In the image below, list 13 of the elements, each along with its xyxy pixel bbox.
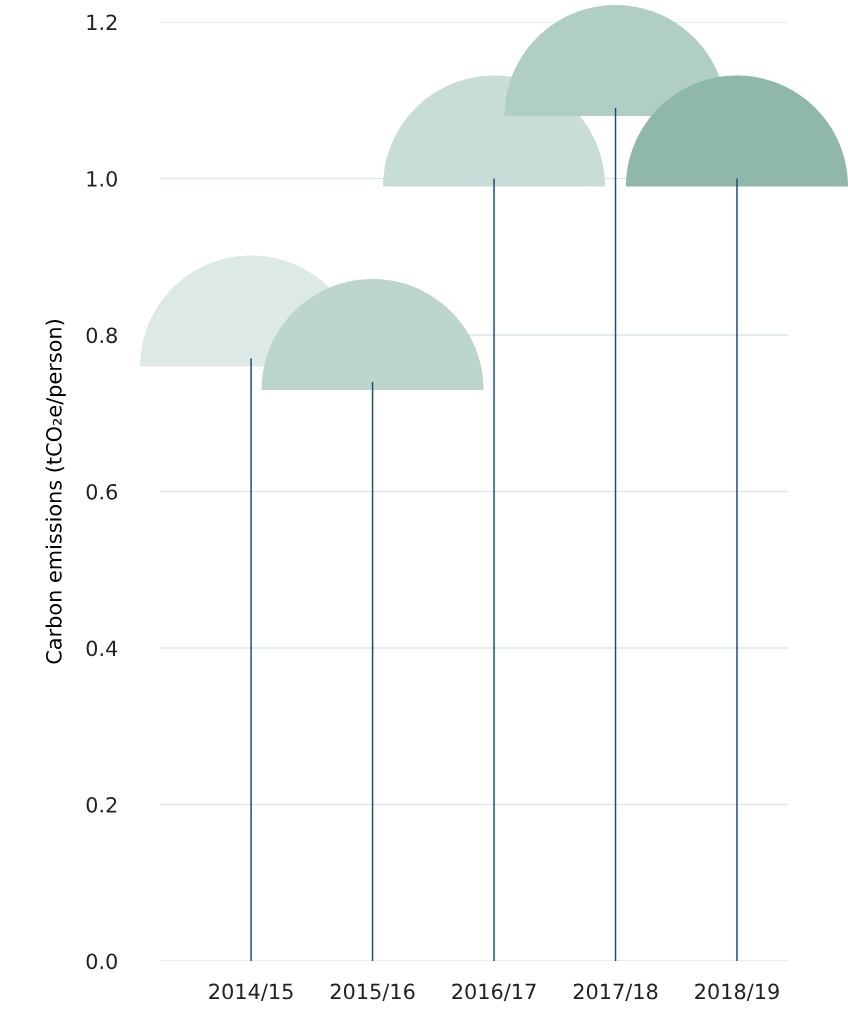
x-tick-label: 2015/16: [330, 983, 415, 1001]
y-tick-label: 0.2: [86, 796, 117, 813]
y-axis-title: Carbon emissions (tCO₂e/person): [45, 320, 66, 664]
x-tick-label: 2014/15: [209, 983, 293, 1001]
x-tick-label: 2017/18: [573, 983, 658, 1001]
y-tick-label: 1.0: [87, 170, 117, 187]
y-tick-label: 0.6: [86, 483, 118, 500]
y-tick-label: 0.4: [86, 640, 118, 657]
x-tick-label: 2018/19: [695, 983, 779, 1001]
x-tick-label: 2016/17: [452, 983, 536, 1001]
y-tick-label: 0.0: [86, 953, 117, 970]
y-tick-label: 1.2: [87, 14, 117, 30]
y-tick-label: 0.8: [86, 327, 117, 344]
